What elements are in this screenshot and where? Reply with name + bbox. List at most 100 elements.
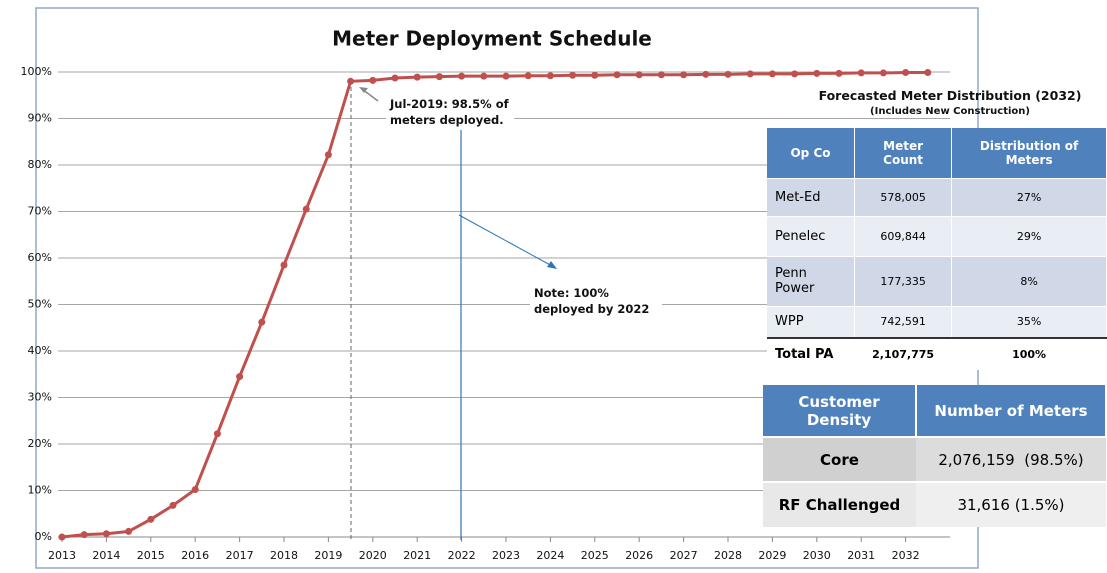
data-point xyxy=(613,71,621,79)
x-tick-label: 2013 xyxy=(48,549,76,562)
data-point xyxy=(746,70,754,78)
table-cell: WPP xyxy=(767,305,856,338)
table-cell: 742,591 xyxy=(854,305,953,338)
table-header: Number of Meters xyxy=(916,385,1107,437)
table-cell: 578,005 xyxy=(854,177,953,216)
data-point xyxy=(502,72,510,80)
table-row: Penn Power 177,335 8% xyxy=(767,255,1107,306)
y-tick-label: 60% xyxy=(28,251,52,264)
data-point xyxy=(680,71,688,79)
y-tick-label: 50% xyxy=(28,298,52,311)
table-cell: 29% xyxy=(951,215,1107,256)
data-point xyxy=(924,68,932,76)
table-header: Meter Count xyxy=(854,128,953,178)
data-point xyxy=(458,72,466,80)
y-tick-label: 30% xyxy=(28,391,52,404)
y-tick-label: 40% xyxy=(28,344,52,357)
x-tick-label: 2029 xyxy=(758,549,786,562)
x-tick-label: 2022 xyxy=(448,549,476,562)
data-point xyxy=(902,68,910,76)
data-line xyxy=(61,70,928,539)
x-tick-label: 2014 xyxy=(92,549,120,562)
table-row: WPP 742,591 35% xyxy=(767,305,1107,338)
x-tick-label: 2020 xyxy=(359,549,387,562)
table-total-cell: 100% xyxy=(951,337,1107,370)
data-point xyxy=(191,486,199,494)
table-cell: Met-Ed xyxy=(767,177,856,216)
data-point xyxy=(280,261,288,269)
data-point xyxy=(435,73,443,81)
data-point xyxy=(524,72,532,80)
data-point xyxy=(302,205,310,213)
table-header: Distribution of Meters xyxy=(951,128,1107,178)
x-tick-label: 2032 xyxy=(892,549,920,562)
data-point xyxy=(879,69,887,77)
data-point xyxy=(791,70,799,78)
data-point xyxy=(80,531,88,539)
data-point xyxy=(635,71,643,79)
x-tick-label: 2028 xyxy=(714,549,742,562)
table-cell: RF Challenged xyxy=(763,481,916,527)
table-total-cell: Total PA xyxy=(767,337,856,370)
x-tick-label: 2021 xyxy=(403,549,431,562)
data-point xyxy=(213,430,221,438)
x-tick-label: 2015 xyxy=(137,549,165,562)
data-point xyxy=(391,74,399,82)
distribution-table: Op Co Meter Count Distribution of Meters M… xyxy=(767,128,1107,370)
data-point xyxy=(125,527,133,535)
data-point xyxy=(702,70,710,78)
data-point xyxy=(724,70,732,78)
x-tick-label: 2026 xyxy=(625,549,653,562)
x-tick-label: 2024 xyxy=(536,549,564,562)
table-cell: Penn Power xyxy=(767,255,856,306)
x-tick-label: 2030 xyxy=(803,549,831,562)
density-table: Customer Density Number of Meters Core 2,0… xyxy=(763,385,1107,527)
data-point xyxy=(546,72,554,80)
y-tick-label: 10% xyxy=(28,484,52,497)
table-header: Customer Density xyxy=(763,385,917,437)
y-tick-label: 100% xyxy=(21,65,52,78)
annotation: Note: 100% deployed by 2022 xyxy=(530,283,662,319)
x-tick-label: 2017 xyxy=(226,549,254,562)
x-tick-label: 2016 xyxy=(181,549,209,562)
data-point xyxy=(857,69,865,77)
data-point xyxy=(480,72,488,80)
x-tick-label: 2023 xyxy=(492,549,520,562)
table-row: Core 2,076,159 (98.5%) xyxy=(763,436,1106,482)
data-point xyxy=(102,530,110,538)
data-point xyxy=(369,76,377,84)
data-point xyxy=(347,77,355,85)
y-tick-label: 80% xyxy=(28,158,52,171)
table-row: Penelec 609,844 29% xyxy=(767,215,1107,256)
y-tick-label: 70% xyxy=(28,205,52,218)
data-point xyxy=(413,73,421,81)
table-cell: Core xyxy=(763,436,916,482)
table-cell: 35% xyxy=(951,305,1107,338)
table-cell: 31,616 (1.5%) xyxy=(916,481,1106,527)
table-subtitle: (Includes New Construction) xyxy=(870,106,1030,117)
x-tick-label: 2019 xyxy=(314,549,342,562)
data-point xyxy=(657,71,665,79)
annotation-arrow-head xyxy=(547,261,557,269)
y-tick-label: 20% xyxy=(28,437,52,450)
x-tick-label: 2025 xyxy=(581,549,609,562)
table-row: RF Challenged 31,616 (1.5%) xyxy=(763,481,1106,527)
x-tick-label: 2027 xyxy=(670,549,698,562)
table-title: Forecasted Meter Distribution (2032) xyxy=(818,88,1082,103)
table-cell: 2,076,159 (98.5%) xyxy=(916,436,1106,482)
x-tick-label: 2018 xyxy=(270,549,298,562)
data-point xyxy=(236,373,244,381)
table-cell: 609,844 xyxy=(854,215,953,256)
table-cell: 177,335 xyxy=(854,255,953,306)
chart-title: Meter Deployment Schedule xyxy=(332,27,652,51)
data-point xyxy=(813,69,821,77)
table-total-cell: 2,107,775 xyxy=(854,337,953,370)
data-point xyxy=(147,515,155,523)
data-point xyxy=(768,70,776,78)
table-cell: Penelec xyxy=(767,215,856,256)
annotation-arrow xyxy=(458,214,553,267)
data-point xyxy=(324,151,332,159)
annotation: Jul-2019: 98.5% of meters deployed. xyxy=(386,94,514,130)
x-tick-label: 2031 xyxy=(847,549,875,562)
